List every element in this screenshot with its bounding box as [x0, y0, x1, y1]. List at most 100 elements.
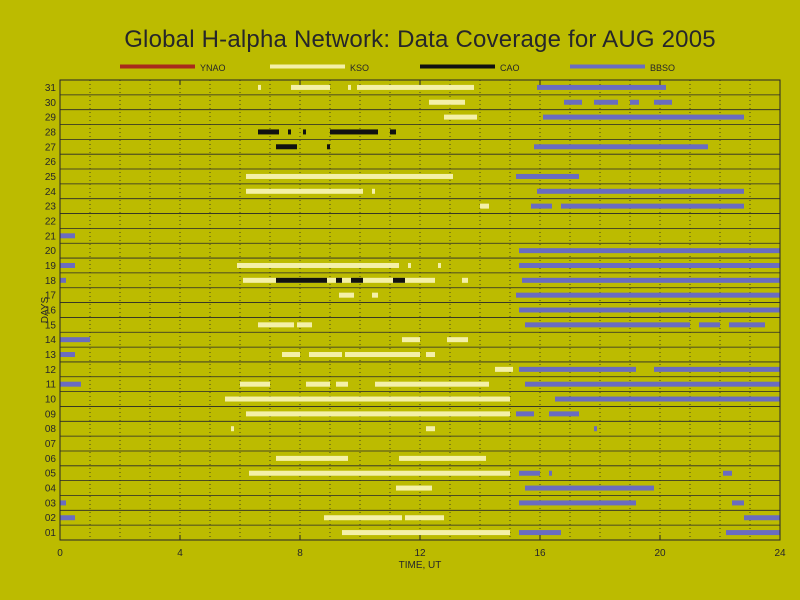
coverage-bar-bbso [537, 84, 666, 90]
coverage-bar-kso [282, 352, 300, 358]
coverage-bar-bbso [564, 99, 582, 105]
coverage-bar-bbso [555, 396, 780, 402]
coverage-bar-bbso [519, 500, 636, 506]
coverage-bar-bbso [531, 203, 552, 209]
coverage-bar-bbso [522, 277, 780, 283]
x-tick-labels: 0 4 8 12 16 20 24 [57, 80, 786, 559]
coverage-bar-cao [276, 144, 297, 150]
coverage-bar-kso [426, 426, 435, 432]
coverage-bar-kso [462, 277, 468, 283]
coverage-bar-bbso [726, 530, 780, 536]
coverage-bar-bbso [60, 381, 81, 387]
legend-swatch-kso [270, 64, 345, 69]
coverage-bar-bbso [525, 485, 654, 491]
y-tick-label: 01 [45, 528, 57, 539]
coverage-bar-kso [372, 188, 375, 194]
y-tick-label: 22 [45, 216, 57, 227]
legend-swatch-ynao [120, 64, 195, 69]
coverage-bar-bbso [549, 470, 552, 476]
coverage-bar-kso [297, 322, 312, 328]
coverage-bar-kso [348, 84, 351, 90]
y-tick-label: 25 [45, 172, 57, 183]
y-tick-label: 04 [45, 484, 57, 495]
grid-lines [60, 80, 780, 540]
coverage-bar-bbso [699, 322, 720, 328]
coverage-bar-kso [225, 396, 510, 402]
coverage-bar-kso [276, 455, 348, 461]
legend: YNAO KSO CAO BBSO [120, 63, 675, 73]
coverage-bar-kso [306, 381, 330, 387]
coverage-bar-bbso [516, 173, 579, 179]
x-tick-label: 4 [177, 548, 183, 559]
y-tick-label: 15 [45, 320, 57, 331]
y-tick-label: 13 [45, 350, 57, 361]
coverage-bar-bbso [60, 233, 75, 239]
coverage-bar-cao [327, 144, 330, 150]
coverage-bar-kso [249, 470, 510, 476]
coverage-bar-kso [375, 381, 489, 387]
coverage-bars [60, 84, 780, 536]
coverage-bar-bbso [654, 366, 780, 372]
coverage-bar-bbso [729, 322, 765, 328]
coverage-bar-bbso [519, 262, 780, 268]
coverage-bar-kso [480, 203, 489, 209]
x-tick-label: 16 [534, 548, 546, 559]
legend-label-bbso: BBSO [650, 63, 675, 73]
coverage-bar-cao [276, 277, 327, 283]
coverage-bar-kso [231, 426, 234, 432]
y-tick-label: 21 [45, 231, 57, 242]
coverage-bar-cao [288, 129, 291, 135]
coverage-bar-bbso [543, 114, 744, 120]
x-tick-label: 12 [414, 548, 426, 559]
y-tick-labels: 01 02 03 04 05 06 07 08 09 10 11 12 13 14 15 16 17 18 19 20… [45, 83, 57, 539]
legend-swatch-cao [420, 64, 495, 69]
coverage-bar-bbso [516, 411, 534, 417]
x-tick-label: 24 [774, 548, 786, 559]
coverage-bar-kso [246, 411, 510, 417]
coverage-bar-kso [246, 188, 363, 194]
coverage-bar-bbso [525, 381, 780, 387]
coverage-bar-kso [258, 322, 294, 328]
coverage-bar-kso [339, 292, 354, 298]
y-tick-label: 20 [45, 246, 57, 257]
coverage-bar-bbso [654, 99, 672, 105]
coverage-bar-bbso [594, 426, 597, 432]
coverage-bar-bbso [516, 292, 780, 298]
coverage-bar-kso [309, 352, 342, 358]
coverage-bar-kso [447, 337, 468, 343]
coverage-bar-bbso [525, 322, 690, 328]
y-tick-label: 28 [45, 127, 57, 138]
coverage-bar-cao [303, 129, 306, 135]
x-tick-label: 20 [654, 548, 666, 559]
y-tick-label: 02 [45, 513, 57, 524]
coverage-bar-bbso [519, 470, 540, 476]
coverage-bar-bbso [519, 530, 561, 536]
coverage-bar-cao [336, 277, 342, 283]
coverage-bar-kso [402, 337, 420, 343]
coverage-bar-kso [357, 84, 474, 90]
legend-label-kso: KSO [350, 63, 369, 73]
coverage-bar-bbso [519, 248, 780, 254]
legend-label-cao: CAO [500, 63, 520, 73]
coverage-bar-kso [258, 84, 261, 90]
coverage-bar-bbso [594, 99, 618, 105]
y-tick-label: 29 [45, 113, 57, 124]
coverage-bar-bbso [723, 470, 732, 476]
coverage-bar-kso [240, 381, 270, 387]
coverage-bar-bbso [60, 262, 75, 268]
coverage-bar-bbso [60, 277, 66, 283]
legend-swatch-bbso [570, 64, 645, 69]
coverage-bar-kso [342, 530, 510, 536]
coverage-bar-kso [345, 352, 420, 358]
y-tick-label: 07 [45, 439, 57, 450]
x-tick-label: 8 [297, 548, 303, 559]
coverage-bar-cao [330, 129, 378, 135]
coverage-bar-bbso [534, 144, 708, 150]
y-axis-label: DAYS [40, 296, 51, 323]
y-tick-label: 05 [45, 469, 57, 480]
y-tick-label: 26 [45, 157, 57, 168]
y-tick-label: 19 [45, 261, 57, 272]
coverage-bar-kso [495, 366, 513, 372]
y-tick-label: 10 [45, 395, 57, 406]
